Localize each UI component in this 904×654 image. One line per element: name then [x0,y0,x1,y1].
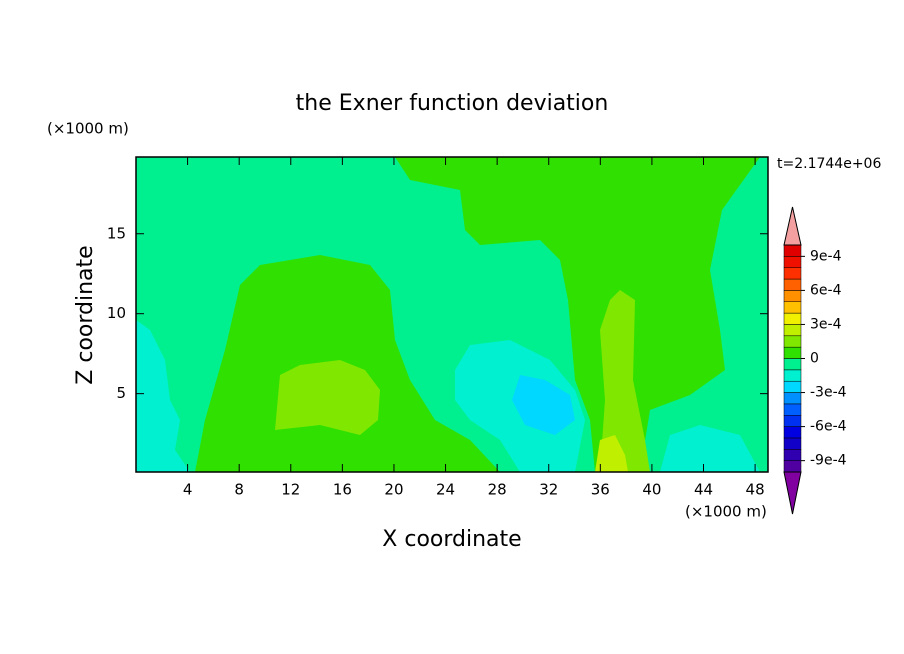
x-tick-label: 28 [488,481,507,499]
colorbar-band [783,301,802,314]
contour-region [595,435,628,472]
colorbar-band [783,335,802,348]
colorbar-band [783,346,802,359]
contour-region [136,320,190,472]
plot-frame [135,156,769,473]
x-unit: (×1000 m) [685,503,767,521]
y-tick-label: 10 [107,304,126,322]
contour-region [512,375,575,435]
colorbar-band [783,380,802,393]
contour-region [395,157,760,472]
x-tick-label: 36 [591,481,610,499]
colorbar-band [783,312,802,325]
y-axis-label: Z coordinate [73,245,98,384]
colorbar-band [783,358,802,371]
y-tick-label: 15 [107,224,126,242]
time-annotation: t=2.1744e+06 [777,156,881,172]
colorbar-tick-label: 9e-4 [810,248,842,264]
colorbar-band [783,290,802,302]
colorbar-band [783,267,802,280]
x-axis-label: X coordinate [382,527,521,552]
x-tick-label: 20 [384,481,403,499]
colorbar-tick-label: 3e-4 [810,316,842,332]
x-tick-label: 44 [694,481,713,499]
contour-region [660,425,760,472]
x-tick-label: 12 [281,481,300,499]
y-unit: (×1000 m) [47,120,129,138]
contour-region [600,290,650,472]
colorbar-band [783,426,802,439]
colorbar-band [783,437,802,450]
x-tick-label: 40 [642,481,661,499]
x-tick-label: 24 [436,481,455,499]
colorbar-tick-label: -9e-4 [810,453,847,469]
colorbar-band [783,369,802,382]
colorbar-band [783,403,802,416]
y-tick-label: 5 [116,384,126,402]
x-tick-label: 48 [746,481,765,499]
colorbar-tick-label: -3e-4 [810,385,847,401]
colorbar-band [783,392,802,405]
x-tick-label: 16 [333,481,352,499]
colorbar-band [783,324,802,337]
x-tick-label: 32 [539,481,558,499]
colorbar-band [783,415,802,427]
colorbar-over [783,206,802,246]
contour-region [275,360,380,435]
colorbar-tick-label: 0 [810,351,819,367]
colorbar-under [783,471,802,515]
colorbar-band [783,244,802,257]
colorbar-tick-label: -6e-4 [810,419,847,435]
x-tick-label: 8 [234,481,244,499]
colorbar-band [783,256,802,268]
colorbar-band [783,460,802,473]
colorbar-tick-label: 6e-4 [810,282,842,298]
colorbar-band [783,449,802,461]
x-tick-label: 4 [183,481,193,499]
chart-title: the Exner function deviation [296,91,609,116]
colorbar-band [783,278,802,291]
